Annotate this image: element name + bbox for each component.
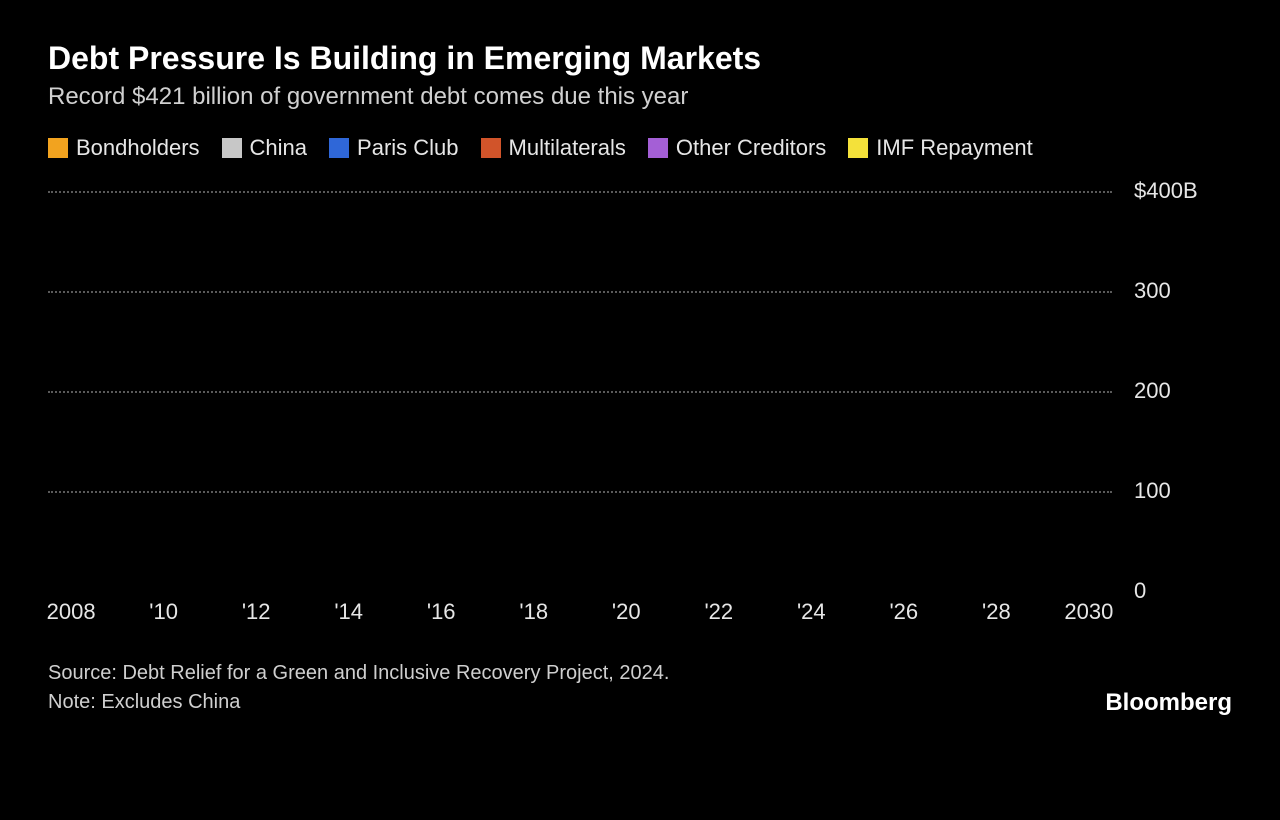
footer: Source: Debt Relief for a Green and Incl… <box>48 659 1232 717</box>
legend-item: Multilaterals <box>481 135 626 161</box>
y-axis: 0100200300$400B <box>1122 171 1232 591</box>
x-tick-label: 2030 <box>1064 599 1113 625</box>
plot-area <box>48 171 1112 591</box>
chart-area: 0 100 200 300 $400B 2008 '10 '12 '14 '16 '18 '20 '2… <box>48 171 1232 631</box>
legend-item: Bondholders <box>48 135 200 161</box>
y-tick-label: 300 <box>1134 278 1171 304</box>
legend: Bondholders China Paris Club Multilaterals O… <box>48 135 1048 161</box>
chart-subtitle: Record $421 billion of government debt c… <box>48 83 1232 111</box>
legend-swatch <box>222 138 242 158</box>
x-tick-label: '14 <box>334 599 363 625</box>
legend-label: Multilaterals <box>509 135 626 161</box>
gridline <box>48 291 1112 293</box>
legend-swatch <box>329 138 349 158</box>
gridline <box>48 491 1112 493</box>
legend-label: Paris Club <box>357 135 458 161</box>
x-tick-label: '24 <box>797 599 826 625</box>
bars-container <box>48 171 1112 591</box>
y-tick-label: 0 <box>1134 578 1146 604</box>
x-tick-label: '26 <box>889 599 918 625</box>
brand-label: Bloomberg <box>1105 689 1232 717</box>
legend-label: China <box>250 135 307 161</box>
x-tick-label: '18 <box>519 599 548 625</box>
x-tick-label: '28 <box>982 599 1011 625</box>
chart-title: Debt Pressure Is Building in Emerging Ma… <box>48 40 1232 77</box>
y-tick-label: 200 <box>1134 378 1171 404</box>
y-tick-label: $400B <box>1134 178 1198 204</box>
note-line: Note: Excludes China <box>48 688 669 717</box>
legend-label: Other Creditors <box>676 135 826 161</box>
gridline <box>48 391 1112 393</box>
legend-item: IMF Repayment <box>848 135 1033 161</box>
legend-label: IMF Repayment <box>876 135 1033 161</box>
x-tick-label: '10 <box>149 599 178 625</box>
footer-text: Source: Debt Relief for a Green and Incl… <box>48 659 669 717</box>
legend-label: Bondholders <box>76 135 200 161</box>
gridline <box>48 191 1112 193</box>
x-tick-label: '12 <box>242 599 271 625</box>
x-tick-label: '16 <box>427 599 456 625</box>
x-tick-label: 2008 <box>47 599 96 625</box>
x-tick-label: '20 <box>612 599 641 625</box>
legend-swatch <box>481 138 501 158</box>
legend-item: China <box>222 135 307 161</box>
x-axis: 2008 '10 '12 '14 '16 '18 '20 '22 '24 '26 '28 2030 <box>48 591 1112 631</box>
legend-swatch <box>648 138 668 158</box>
legend-item: Paris Club <box>329 135 458 161</box>
y-tick-label: 100 <box>1134 478 1171 504</box>
legend-swatch <box>848 138 868 158</box>
legend-swatch <box>48 138 68 158</box>
source-line: Source: Debt Relief for a Green and Incl… <box>48 659 669 688</box>
legend-item: Other Creditors <box>648 135 826 161</box>
x-tick-label: '22 <box>704 599 733 625</box>
